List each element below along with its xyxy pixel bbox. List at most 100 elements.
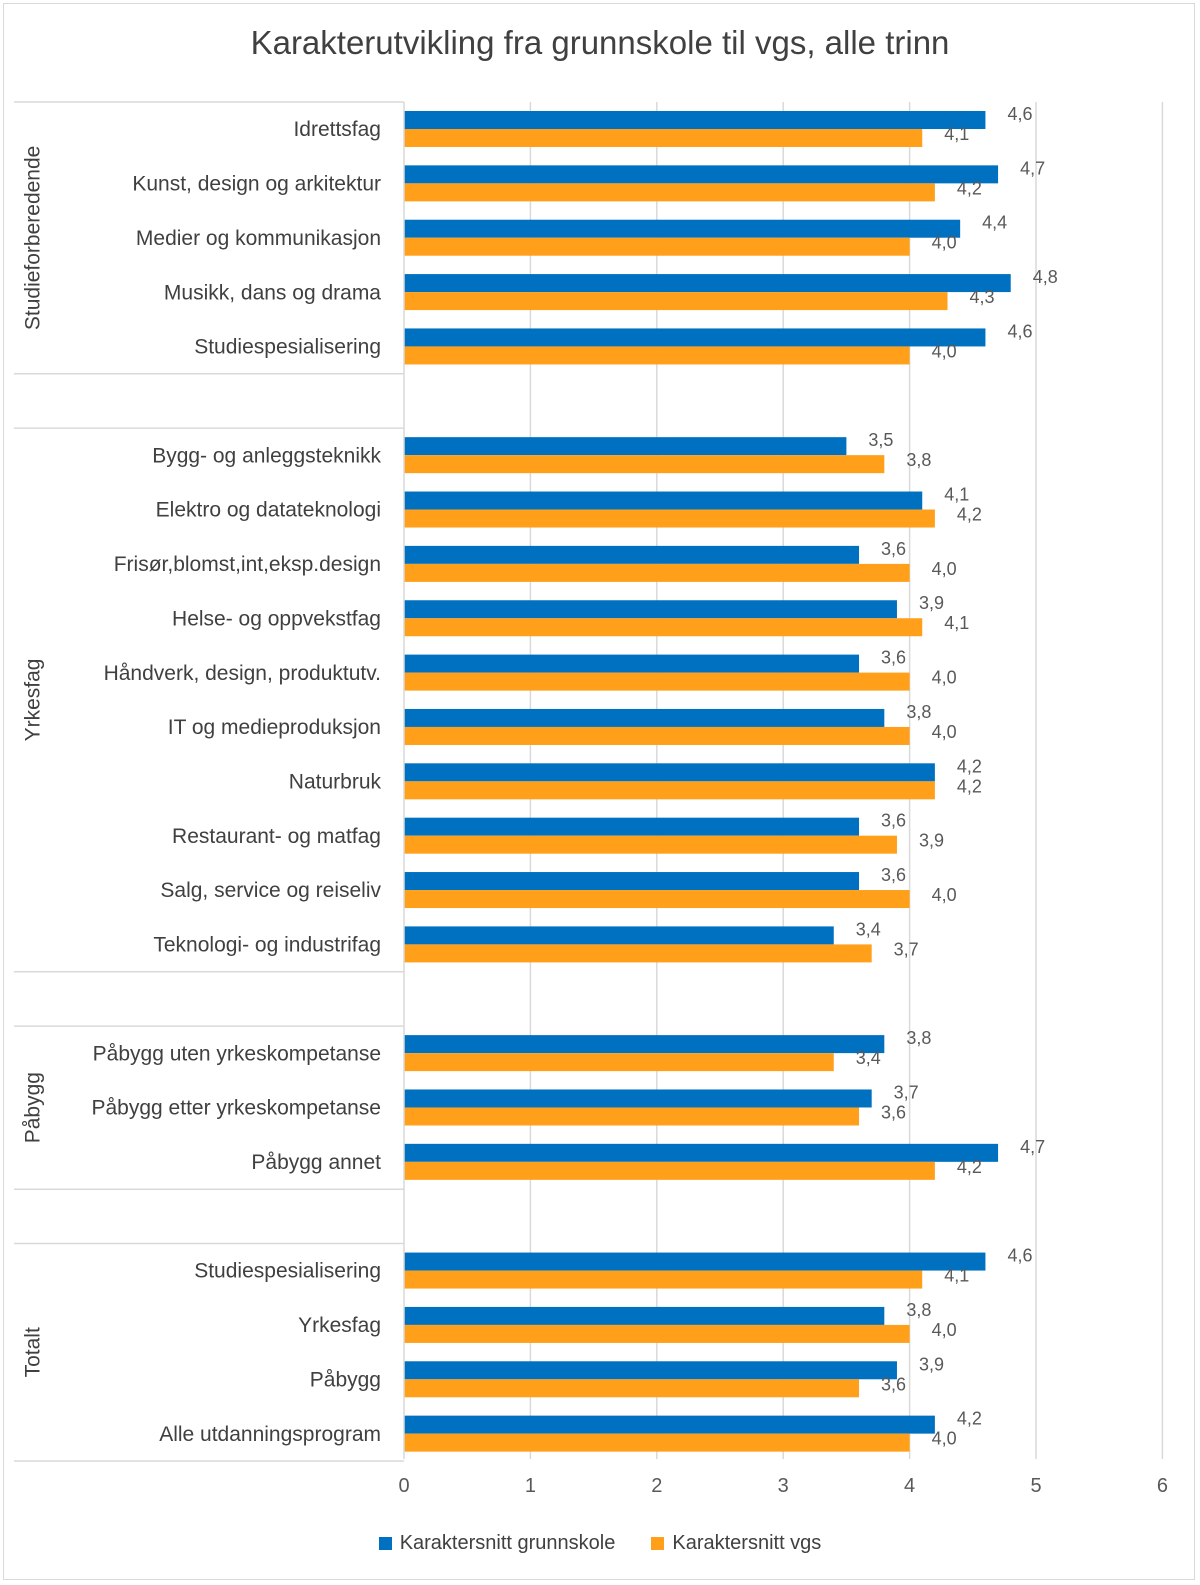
category-label: Elektro og datateknologi [156,499,381,522]
data-label: 3,8 [906,1300,931,1320]
data-label: 4,0 [932,885,957,905]
category-label: Håndverk, design, produktutv. [104,662,381,685]
data-label: 4,2 [957,756,982,776]
data-label: 3,6 [881,811,906,831]
category-label: Salg, service og reiseliv [160,879,381,902]
bar-grunnskole [404,926,834,945]
data-label: 4,0 [932,668,957,688]
bar-vgs [404,672,910,691]
bar-vgs [404,890,910,909]
bar-vgs [404,237,910,256]
data-label: 4,1 [944,1266,969,1286]
category-label: Alle utdanningsprogram [159,1423,381,1446]
category-label: Restaurant- og matfag [172,825,381,848]
bar-grunnskole [404,1252,986,1271]
bar-grunnskole [404,708,885,727]
legend-label: Karaktersnitt vgs [672,1532,822,1554]
data-label: 4,2 [957,505,982,525]
bar-grunnskole [404,437,847,456]
bar-grunnskole [404,111,986,129]
x-tick-label: 4 [904,1475,915,1497]
bar-vgs [404,1324,910,1343]
chart-legend: Karaktersnitt grunnskole Karaktersnitt vg… [0,1532,1200,1555]
bar-grunnskole [404,491,923,510]
group-label: Studieforberedende [22,146,45,330]
data-label: 4,0 [932,559,957,579]
data-label: 4,6 [1007,1246,1032,1266]
bar-vgs [404,129,923,147]
bar-vgs [404,563,910,582]
group-label: Yrkesfag [22,659,45,742]
chart-frame [3,3,1195,1580]
bar-grunnskole [404,763,935,782]
bar-vgs [404,1107,860,1126]
legend-swatch [378,1537,392,1550]
bar-vgs [404,1053,834,1072]
category-label: Studiespesialisering [194,336,381,359]
data-label: 3,8 [906,1028,931,1048]
bar-grunnskole [404,654,860,673]
bar-grunnskole [404,1143,999,1162]
data-label: 3,7 [894,1082,919,1102]
bar-grunnskole [404,165,999,184]
data-label: 3,6 [881,1374,906,1394]
data-label: 4,7 [1020,1137,1045,1157]
category-label: Teknologi- og industrifag [153,934,381,957]
bar-grunnskole [404,872,860,891]
bar-vgs [404,1161,935,1180]
bar-vgs [404,292,948,311]
bar-vgs [404,1433,910,1452]
x-tick-label: 6 [1157,1475,1168,1497]
bar-grunnskole [404,328,986,347]
x-tick-label: 3 [778,1475,789,1497]
bar-vgs [404,835,897,854]
category-label: Naturbruk [289,771,382,794]
data-label: 4,2 [957,1409,982,1429]
category-label: Idrettsfag [293,118,381,141]
data-label: 4,0 [932,1320,957,1340]
data-label: 4,0 [932,722,957,742]
data-label: 4,6 [1007,321,1032,341]
data-label: 4,3 [970,287,995,307]
data-label: 3,8 [906,450,931,470]
data-label: 3,9 [919,1354,944,1374]
bar-vgs [404,944,872,963]
bar-vgs [404,1379,860,1398]
category-label: Studiespesialisering [194,1260,381,1283]
data-label: 3,8 [906,702,931,722]
category-label: Medier og kommunikasjon [136,227,381,250]
data-label: 3,6 [881,865,906,885]
data-label: 4,0 [932,1429,957,1449]
bar-grunnskole [404,1035,885,1054]
category-label: Påbygg uten yrkeskompetanse [93,1042,381,1065]
group-label: Totalt [22,1327,45,1377]
bar-vgs [404,618,923,637]
category-label: Musikk, dans og drama [164,281,381,304]
category-label: IT og medieproduksjon [168,716,381,739]
category-label: Frisør,blomst,int,eksp.design [114,553,381,576]
data-label: 4,0 [932,233,957,253]
bar-vgs [404,509,935,528]
data-label: 4,4 [982,213,1007,233]
data-label: 3,7 [894,939,919,959]
bar-grunnskole [404,817,860,836]
bar-grunnskole [404,600,897,619]
data-label: 4,0 [932,341,957,361]
category-label: Kunst, design og arkitektur [132,173,381,196]
legend-swatch [651,1537,665,1550]
category-label: Påbygg annet [251,1151,381,1174]
data-label: 3,4 [856,1048,881,1068]
data-label: 3,4 [856,919,881,939]
bar-grunnskole [404,1089,872,1108]
category-label: Påbygg [310,1368,381,1391]
bar-grunnskole [404,545,860,564]
bar-grunnskole [404,1415,935,1434]
data-label: 4,2 [957,776,982,796]
data-label: 4,2 [957,178,982,198]
data-label: 4,7 [1020,158,1045,178]
bar-vgs [404,346,910,365]
data-label: 4,1 [944,485,969,505]
bar-vgs [404,183,935,202]
data-label: 3,9 [919,593,944,613]
